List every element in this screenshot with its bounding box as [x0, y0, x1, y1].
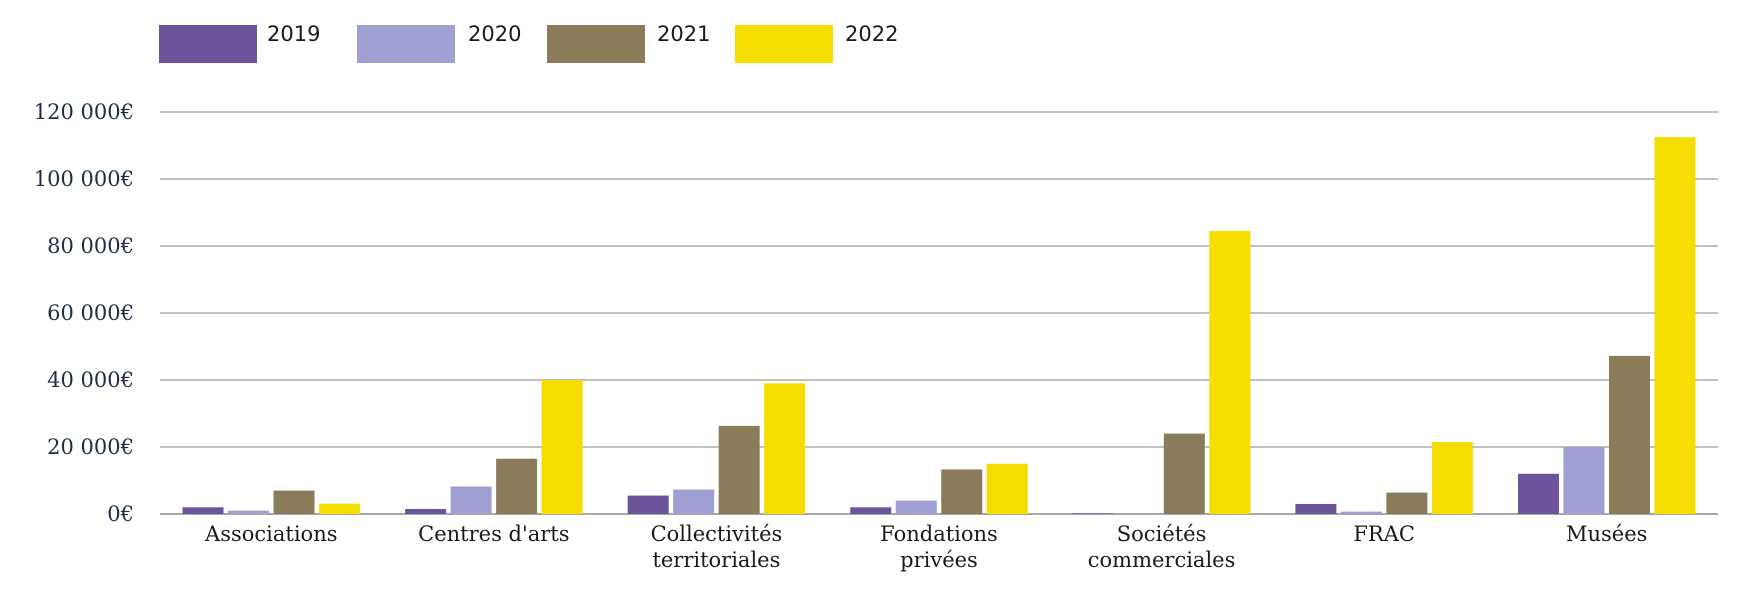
bar-2021 — [941, 469, 983, 514]
x-tick-label: Collectivités territoriales — [651, 522, 783, 572]
bar-2022 — [1431, 441, 1473, 514]
bar-2022 — [541, 380, 583, 514]
legend-swatch-2021 — [547, 25, 645, 63]
x-tick-label-line: territoriales — [652, 548, 780, 572]
bar-2021 — [496, 458, 538, 514]
x-tick-label-line: Musées — [1566, 522, 1647, 546]
bar-2019 — [1517, 473, 1559, 514]
bar-2019 — [1072, 513, 1114, 514]
bar-2019 — [405, 508, 447, 514]
y-tick-label: 0€ — [107, 502, 134, 526]
x-tick-label-line: Collectivités — [651, 522, 783, 546]
bar-2022 — [764, 383, 806, 514]
bar-2019 — [627, 495, 669, 514]
x-tick-label-line: Fondations — [880, 522, 998, 546]
x-tick-label: Sociétés commerciales — [1088, 522, 1236, 572]
x-tick-label: Centres d'arts — [418, 522, 569, 546]
legend-label: 2022 — [845, 22, 898, 46]
x-tick-label-line: privées — [900, 548, 978, 572]
bar-2020 — [673, 489, 715, 514]
bar-2020 — [1563, 447, 1605, 514]
x-tick-label-line: FRAC — [1353, 522, 1415, 546]
x-tick-label-line: commerciales — [1088, 548, 1236, 572]
bar-2021 — [1386, 492, 1428, 514]
bar-2022 — [319, 503, 361, 514]
y-tick-label: 60 000€ — [47, 301, 134, 325]
bar-2022 — [1654, 137, 1696, 514]
y-tick-label: 100 000€ — [34, 167, 134, 191]
bar-2019 — [850, 507, 892, 514]
bar-2021 — [718, 425, 760, 514]
y-tick-label: 120 000€ — [34, 100, 134, 124]
bar-2019 — [1295, 503, 1337, 514]
x-tick-label: Musées — [1566, 522, 1647, 546]
bar-2020 — [895, 500, 937, 514]
bar-2020 — [228, 510, 270, 514]
x-tick-label-line: Associations — [204, 522, 337, 546]
y-tick-label: 20 000€ — [47, 435, 134, 459]
bar-2022 — [1209, 230, 1251, 515]
bar-2019 — [182, 507, 224, 514]
x-tick-label: Associations — [204, 522, 337, 546]
y-tick-label: 80 000€ — [47, 234, 134, 258]
legend-swatch-2022 — [735, 25, 833, 63]
legend-label: 2019 — [267, 22, 320, 46]
bars — [182, 137, 1696, 515]
y-tick-label: 40 000€ — [47, 368, 134, 392]
bar-2021 — [1163, 433, 1205, 514]
bar-2021 — [1608, 355, 1650, 514]
bar-2020 — [450, 486, 492, 514]
legend-label: 2020 — [468, 22, 521, 46]
legend-swatch-2019 — [159, 25, 257, 63]
legend-label: 2021 — [657, 22, 710, 46]
y-axis: 0€ 20 000€ 40 000€ 60 000€ 80 000€ 100 000€ 12… — [34, 100, 134, 526]
x-tick-label: Fondations privées — [880, 522, 998, 572]
bar-2021 — [273, 490, 315, 514]
x-tick-label: FRAC — [1353, 522, 1415, 546]
x-tick-label-line: Centres d'arts — [418, 522, 569, 546]
gridlines — [160, 111, 1718, 515]
x-tick-label-line: Sociétés — [1117, 522, 1207, 546]
legend: 2019 2020 2021 2022 — [159, 22, 898, 63]
legend-swatch-2020 — [357, 25, 455, 63]
x-axis: Associations Centres d'arts Collectivités t… — [204, 522, 1647, 572]
bar-2022 — [986, 463, 1028, 514]
bar-2020 — [1340, 511, 1382, 514]
